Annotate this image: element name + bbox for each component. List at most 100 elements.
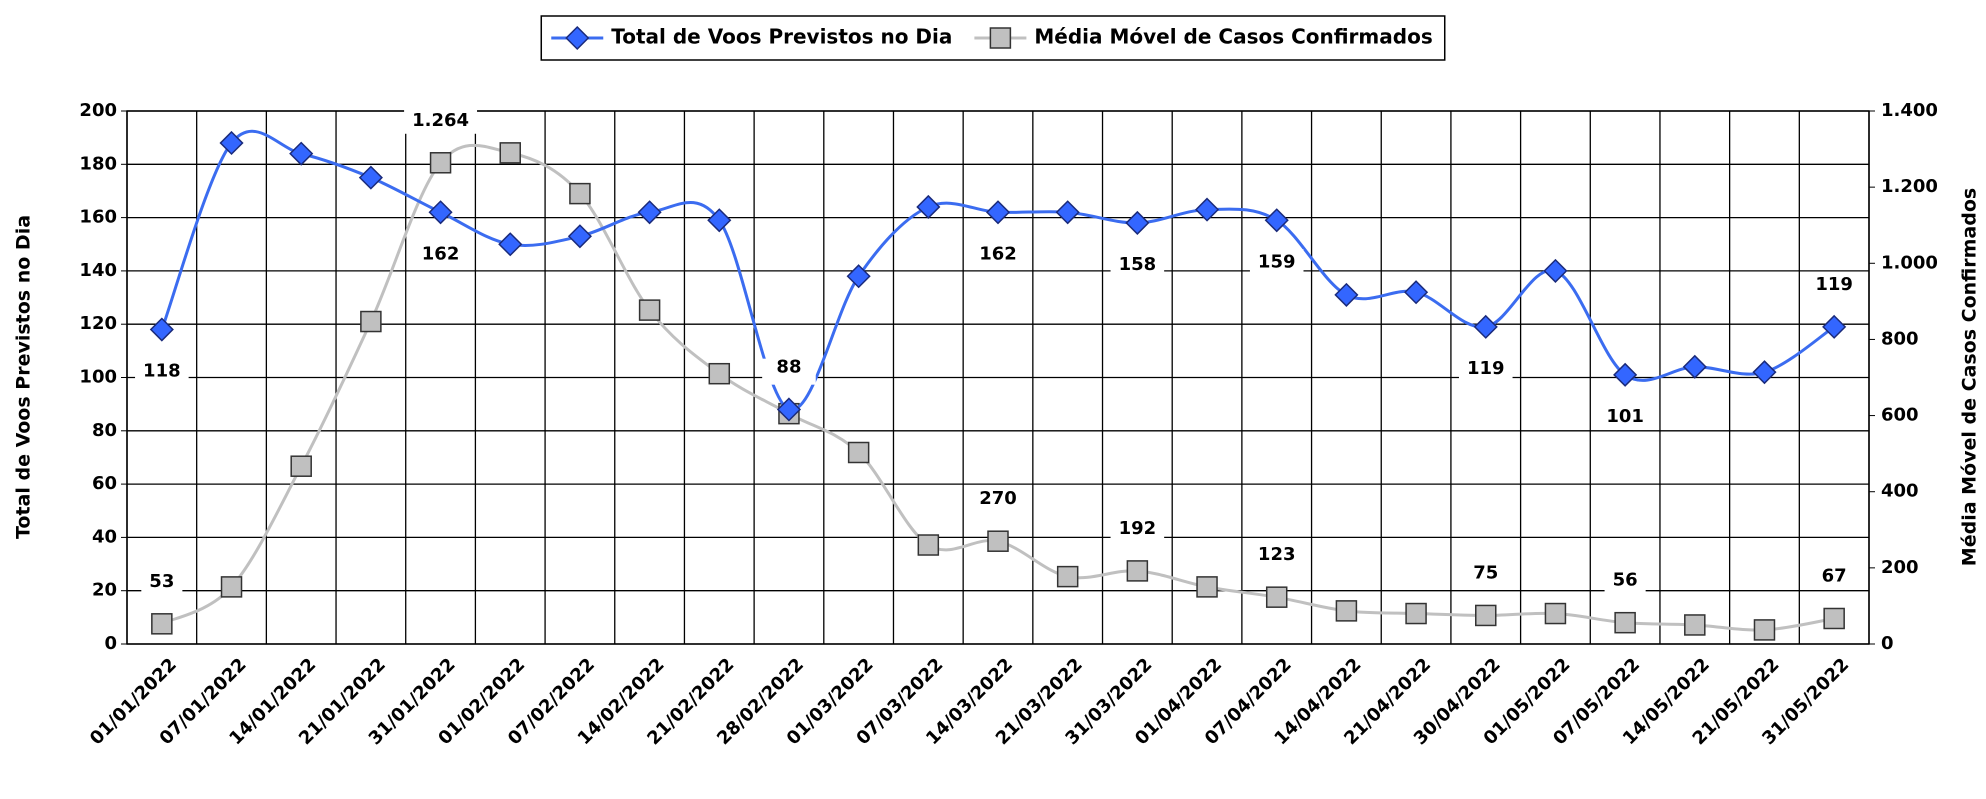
square-marker <box>1196 576 1218 598</box>
diamond-marker <box>1613 362 1638 387</box>
square-marker <box>429 152 452 174</box>
square-marker <box>1614 611 1636 634</box>
square-marker <box>1684 614 1706 636</box>
square-marker <box>708 362 731 385</box>
square-marker <box>151 613 173 635</box>
square-marker <box>638 299 661 321</box>
y2-tick-label: 0 <box>1881 633 1894 654</box>
diamond-marker <box>1752 360 1777 385</box>
y2-axis-title: Média Móvel de Casos Confirmados <box>1959 188 1981 566</box>
diamond-marker <box>565 25 590 51</box>
diamond-marker <box>1543 258 1568 283</box>
y-tick-label: 60 <box>92 473 117 494</box>
data-label-bg <box>135 358 189 385</box>
diamond-marker <box>985 200 1011 225</box>
diamond-marker <box>289 141 314 166</box>
legend-label: Média Móvel de Casos Confirmados <box>1034 25 1432 49</box>
data-label-bg <box>1249 249 1304 276</box>
data-label: 1.264 <box>412 110 469 131</box>
data-label-bg <box>1110 515 1165 542</box>
square-marker <box>569 182 591 205</box>
legend: Total de Voos Previstos no Dia Média Móve… <box>540 15 1446 61</box>
square-marker <box>499 142 521 164</box>
square-marker <box>847 441 870 464</box>
data-label: 118 <box>143 361 181 382</box>
y2-tick-label: 400 <box>1881 481 1919 502</box>
y-tick-label: 180 <box>79 153 117 174</box>
diamond-marker <box>1194 197 1220 222</box>
y2-tick-label: 800 <box>1881 328 1919 349</box>
diamond-marker <box>498 232 523 257</box>
data-label-bg <box>1807 271 1861 298</box>
legend-label: Total de Voos Previstos no Dia <box>611 25 952 49</box>
diamond-marker <box>637 200 662 225</box>
square-marker <box>1056 565 1079 588</box>
y-tick-label: 140 <box>79 260 117 281</box>
diamond-marker <box>428 200 453 225</box>
data-label: 75 <box>1473 562 1498 583</box>
diamond-marker <box>1473 314 1498 339</box>
diamond-marker <box>149 317 174 342</box>
y-tick-label: 0 <box>104 633 117 654</box>
y-tick-label: 120 <box>79 313 117 334</box>
data-label-bg <box>1458 355 1513 382</box>
square-marker <box>1823 607 1845 630</box>
data-label: 162 <box>422 243 460 264</box>
plot-frame <box>126 110 1870 645</box>
diamond-marker <box>219 130 244 156</box>
data-label: 192 <box>1119 518 1157 539</box>
data-label-bg <box>1813 563 1855 590</box>
y-tick-label: 160 <box>79 207 117 228</box>
data-label-bg <box>971 241 1025 268</box>
data-label-bg <box>1249 542 1304 569</box>
data-label-bg <box>1110 251 1165 278</box>
square-marker <box>989 27 1012 49</box>
data-label-bg <box>1598 403 1652 430</box>
data-label-bg <box>971 486 1025 513</box>
data-label: 119 <box>1815 274 1853 295</box>
y-tick-label: 40 <box>92 526 117 547</box>
data-label: 67 <box>1822 565 1847 586</box>
data-label-bg <box>1604 567 1646 594</box>
square-marker <box>1265 586 1288 608</box>
square-marker <box>917 534 940 556</box>
data-label: 101 <box>1606 406 1644 427</box>
square-marker <box>1335 600 1358 622</box>
square-marker <box>1475 604 1497 627</box>
square-marker <box>360 310 382 333</box>
square-marker <box>987 530 1009 552</box>
diamond-marker <box>846 264 871 289</box>
square-marker <box>290 455 312 477</box>
square-marker <box>1544 602 1567 625</box>
data-label-bg <box>768 354 810 381</box>
diamond-marker <box>776 397 802 422</box>
y2-tick-label: 200 <box>1881 557 1919 578</box>
diamond-marker <box>1125 210 1150 235</box>
square-marker <box>1126 560 1149 582</box>
diamond-marker <box>358 165 383 190</box>
data-label-bg <box>413 241 468 268</box>
diamond-marker <box>1822 314 1847 339</box>
y-axis-title: Total de Voos Previstos no Dia <box>13 215 35 539</box>
y2-tick-label: 600 <box>1881 405 1919 426</box>
y-tick-label: 100 <box>79 367 117 388</box>
data-label: 53 <box>149 571 174 592</box>
data-label: 270 <box>979 488 1017 509</box>
diamond-marker <box>916 194 941 220</box>
diamond-marker <box>707 208 732 233</box>
square-marker <box>1405 602 1427 625</box>
y2-tick-label: 1.400 <box>1881 100 1938 121</box>
y-tick-label: 20 <box>92 580 117 601</box>
data-label-bg <box>141 568 183 595</box>
square-marker <box>220 576 243 598</box>
data-label: 88 <box>776 356 801 377</box>
data-label: 162 <box>979 243 1017 264</box>
data-label: 119 <box>1467 358 1505 379</box>
diamond-marker <box>1055 200 1080 225</box>
diamond-marker <box>1334 282 1359 307</box>
data-label: 123 <box>1258 544 1296 565</box>
diamond-marker <box>1264 208 1289 233</box>
data-label-bg <box>1465 560 1507 587</box>
y2-tick-label: 1.200 <box>1881 176 1938 197</box>
